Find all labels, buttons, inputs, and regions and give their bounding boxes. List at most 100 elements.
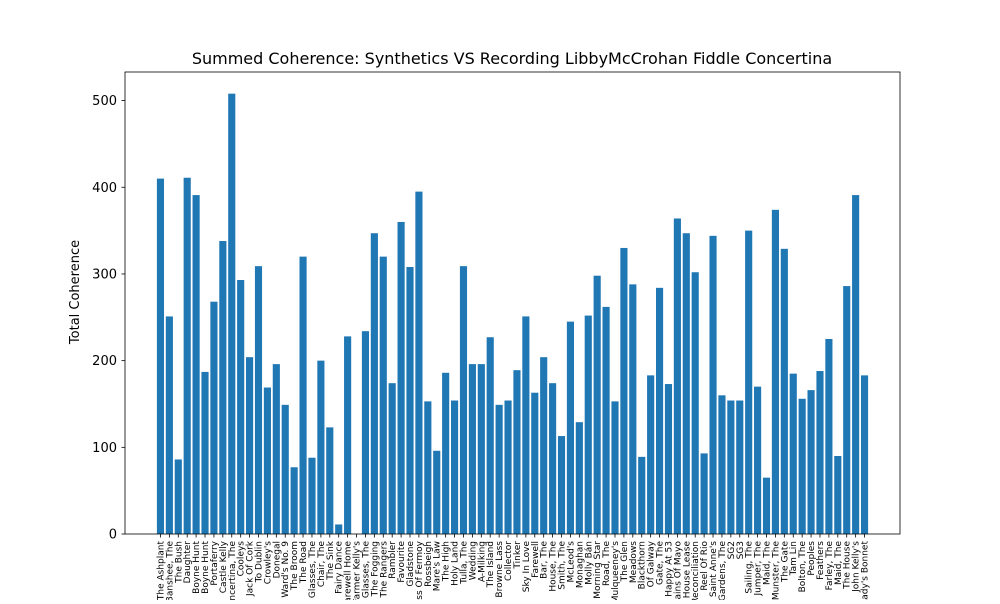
- x-tick-label: Chair, The: [317, 541, 327, 588]
- bar: [557, 436, 566, 534]
- x-tick-label: Donegal: [272, 541, 282, 578]
- bar: [780, 248, 788, 535]
- bar: [486, 337, 494, 534]
- bar: [762, 477, 771, 534]
- bar: [629, 284, 637, 534]
- x-tick-label: Wedding: [468, 541, 478, 580]
- x-tick-label: Crowley's: [263, 541, 273, 584]
- bar: [272, 364, 280, 534]
- bar: [451, 400, 459, 534]
- x-tick-label: Meadows: [629, 541, 639, 583]
- bar: [745, 230, 753, 534]
- bar: [771, 209, 779, 534]
- x-tick-label: The High: [442, 541, 452, 582]
- bar: [718, 395, 726, 534]
- bar: [860, 375, 869, 534]
- x-tick-label: Smith, The: [558, 541, 568, 590]
- x-tick-label: The Rangers: [379, 541, 389, 599]
- bar: [183, 177, 191, 534]
- x-tick-label: Portaferry: [210, 540, 220, 585]
- bar: [664, 384, 673, 534]
- x-tick-label: Maid, The: [763, 541, 773, 585]
- x-tick-label: A-Milking: [477, 541, 487, 582]
- bar: [798, 398, 806, 534]
- bar: [709, 235, 717, 534]
- x-tick-label: Gardens, The: [718, 541, 728, 600]
- y-tick-label: 0: [109, 528, 117, 543]
- bar: [388, 383, 396, 534]
- bar: [299, 256, 307, 534]
- x-tick-label: Rambler: [388, 541, 398, 579]
- x-tick-label: Farley, The: [825, 541, 835, 591]
- bar: [700, 453, 708, 534]
- bar: [263, 387, 271, 534]
- x-tick-label: Reconciliation: [691, 541, 701, 600]
- x-tick-label: Cooleys: [237, 541, 247, 577]
- x-tick-label: Molly Bán: [584, 541, 594, 585]
- bar: [326, 427, 334, 534]
- y-tick-label: 400: [92, 181, 117, 196]
- x-tick-label: Sky In Love: [522, 541, 532, 593]
- chart-title: Summed Coherence: Synthetics VS Recordin…: [192, 49, 832, 68]
- bar: [655, 287, 664, 534]
- x-tick-label: John Kelly's: [852, 541, 862, 593]
- bar: [254, 266, 263, 534]
- bar: [531, 392, 539, 534]
- x-tick-label: Boyne Hunt: [192, 541, 202, 594]
- bar: [165, 316, 173, 534]
- y-axis-ticks: 0 100 200 300 400 500: [92, 94, 125, 543]
- y-tick-label: 100: [92, 441, 117, 456]
- bar: [834, 455, 842, 534]
- x-tick-label: Happy At 53: [664, 541, 674, 597]
- x-tick-label: Sailing, The: [745, 541, 755, 594]
- bar: [433, 450, 441, 534]
- bar: [602, 306, 610, 534]
- bar: [575, 422, 583, 534]
- bar: [281, 404, 289, 534]
- bar: [468, 364, 476, 534]
- x-tick-label: Plains Of Mayo: [673, 541, 683, 600]
- bar: [754, 386, 762, 534]
- x-tick-label: Tinker: [513, 541, 523, 570]
- x-tick-label: Mulqueeney's: [611, 541, 621, 600]
- bar: [691, 272, 699, 534]
- bar: [219, 241, 227, 534]
- x-tick-label: Monaghan: [575, 541, 585, 588]
- x-tick-label: Glasses, The: [308, 541, 318, 599]
- bar: [727, 400, 735, 534]
- bar: [825, 338, 833, 534]
- bar: [647, 375, 655, 534]
- x-tick-label: Jumper, The: [754, 541, 764, 597]
- bar: [682, 233, 690, 534]
- x-tick-label: Gate, The: [656, 541, 666, 585]
- x-tick-label: Mare's Law: [433, 541, 443, 591]
- bar: [192, 195, 200, 535]
- bar: [495, 404, 503, 534]
- x-tick-label: Boyne Hunt: [201, 541, 211, 594]
- x-tick-label: Rossbeigh: [424, 541, 434, 587]
- bar: [290, 467, 298, 534]
- y-tick-label: 500: [92, 94, 117, 109]
- bar: [246, 357, 254, 534]
- x-tick-label: Lass Of Fermoy: [415, 540, 425, 600]
- x-tick-label: The House: [843, 541, 853, 590]
- bar: [620, 247, 628, 534]
- bars-layer: [156, 93, 869, 535]
- x-tick-label: The Ashplant: [156, 541, 166, 600]
- x-tick-label: Daughter: [183, 541, 193, 584]
- x-tick-label: Feathers: [816, 541, 826, 580]
- bar: [397, 221, 405, 535]
- bar: [638, 456, 646, 534]
- y-axis-label: Total Coherence: [68, 240, 83, 345]
- x-tick-label: Tulla, The: [459, 541, 469, 585]
- bar: [477, 364, 485, 534]
- bar: [807, 390, 815, 534]
- bar: [344, 336, 352, 534]
- x-tick-label: Reel Of Rio: [700, 541, 710, 591]
- x-tick-label: Road, The: [602, 541, 612, 587]
- x-tick-label: Jack Of Cork: [246, 540, 256, 597]
- bar: [513, 370, 521, 534]
- bar: [593, 275, 601, 534]
- x-tick-label: Farmer Kelly's: [353, 541, 363, 600]
